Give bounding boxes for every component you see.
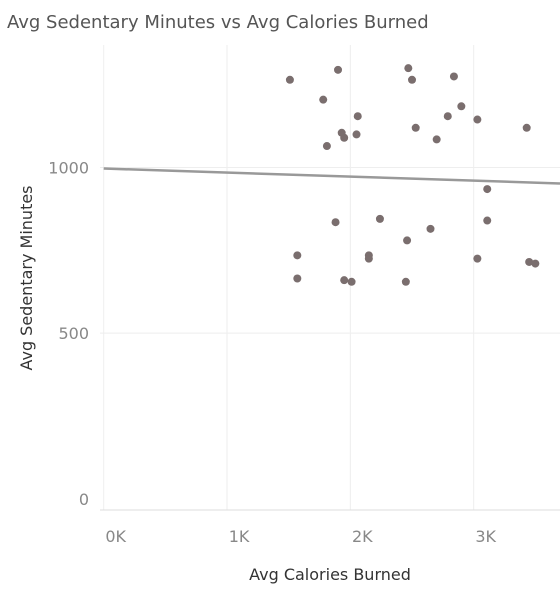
data-point — [522, 123, 531, 132]
data-point — [411, 123, 420, 132]
axis-ticks: 0K 1K 2K 3K 0 500 1000 — [48, 159, 496, 546]
data-point — [525, 257, 534, 266]
data-point — [432, 135, 441, 144]
data-point — [403, 236, 412, 245]
trend-line-group — [103, 167, 560, 185]
data-point — [404, 64, 413, 73]
data-point — [483, 216, 492, 225]
data-point — [293, 251, 302, 260]
data-points — [285, 64, 540, 286]
data-point — [331, 218, 340, 227]
data-point — [426, 224, 435, 233]
y-tick-label: 500 — [58, 324, 89, 343]
data-point — [347, 277, 356, 286]
data-point — [401, 277, 410, 286]
data-point — [473, 115, 482, 124]
x-tick-label: 0K — [105, 527, 126, 546]
data-point — [340, 276, 349, 285]
data-point — [483, 185, 492, 194]
data-point — [531, 259, 540, 268]
data-point — [408, 75, 417, 84]
data-point — [319, 95, 328, 104]
data-point — [293, 274, 302, 283]
x-axis-title: Avg Calories Burned — [249, 565, 411, 584]
x-tick-label: 2K — [352, 527, 373, 546]
x-tick-label: 1K — [229, 527, 250, 546]
data-point — [449, 72, 458, 81]
data-point — [443, 112, 452, 121]
y-tick-label: 0 — [79, 490, 89, 509]
data-point — [340, 133, 349, 142]
x-tick-label: 3K — [475, 527, 496, 546]
data-point — [322, 142, 331, 151]
data-point — [334, 65, 343, 74]
data-point — [375, 214, 384, 223]
y-axis-title: Avg Sedentary Minutes — [17, 185, 36, 370]
chart-title: Avg Sedentary Minutes vs Avg Calories Bu… — [7, 12, 429, 33]
data-point — [364, 254, 373, 263]
grid-lines — [100, 45, 560, 510]
trend-line — [103, 167, 560, 185]
data-point — [352, 130, 361, 139]
data-point — [353, 112, 362, 121]
data-point — [457, 102, 466, 111]
y-tick-label: 1000 — [48, 159, 89, 178]
data-point — [285, 75, 294, 84]
data-point — [473, 254, 482, 263]
